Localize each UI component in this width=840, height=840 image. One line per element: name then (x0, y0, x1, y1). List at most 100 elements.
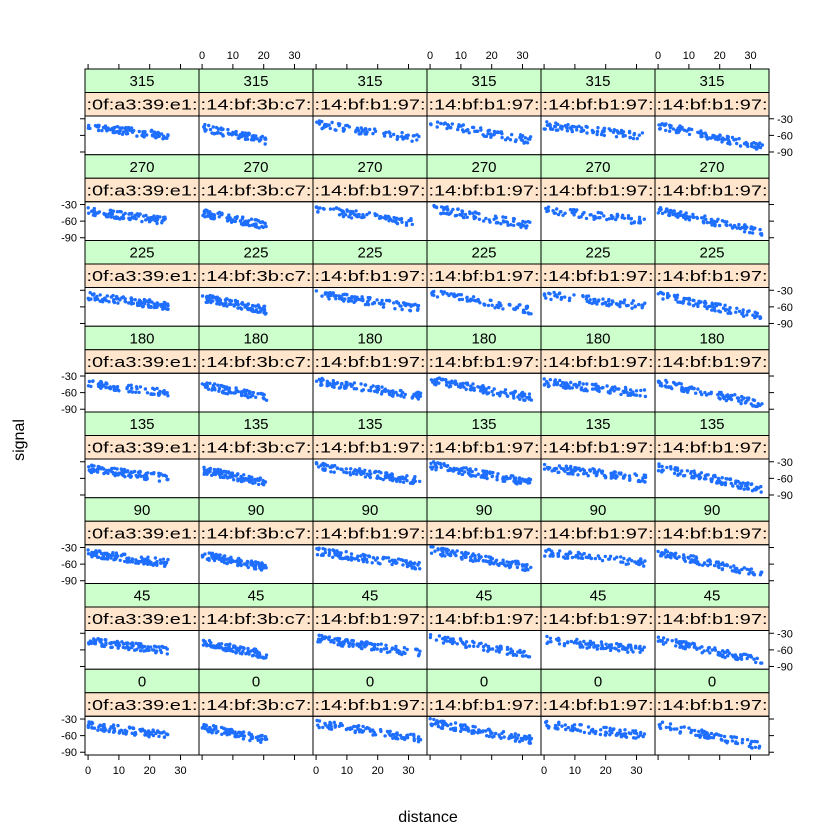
data-point (631, 729, 635, 733)
data-point (467, 644, 472, 648)
y-tick-label: -60 (61, 388, 77, 400)
data-point (599, 640, 604, 644)
data-point (433, 549, 437, 553)
strip-angle-label: 90 (362, 502, 379, 519)
data-point (607, 557, 612, 561)
data-point (374, 558, 378, 562)
data-point (638, 650, 642, 654)
data-point (637, 218, 642, 222)
strip-angle-label: 45 (590, 588, 607, 605)
data-point (522, 141, 526, 145)
data-point (376, 474, 380, 478)
strip-angle-label: 45 (362, 588, 379, 605)
data-point (615, 130, 620, 134)
data-point (134, 390, 138, 394)
data-point (325, 291, 330, 295)
data-point (498, 392, 502, 397)
data-point (582, 472, 586, 476)
data-point (503, 388, 508, 392)
data-point (581, 212, 585, 216)
data-point (392, 215, 396, 220)
panel: 270:14:bf:b1:97: (426, 154, 542, 241)
data-point (471, 474, 475, 478)
data-point (331, 379, 335, 383)
data-point (138, 649, 143, 653)
data-point (401, 558, 405, 563)
data-point (729, 735, 733, 739)
data-point (661, 636, 666, 640)
data-point (482, 475, 487, 480)
data-point (225, 476, 230, 480)
data-point (742, 141, 747, 146)
data-point (365, 643, 369, 647)
strip-mac-label: :14:bf:b1:97: (315, 97, 426, 114)
data-point (88, 291, 92, 295)
data-point (682, 213, 687, 217)
data-point (373, 642, 377, 647)
data-point (406, 733, 410, 737)
x-tick-label: 10 (227, 50, 239, 62)
data-point (319, 379, 324, 383)
data-point (735, 566, 739, 571)
data-point (465, 552, 469, 556)
data-point (237, 136, 241, 140)
data-point (134, 558, 138, 562)
data-point (473, 210, 477, 214)
data-point (598, 556, 602, 561)
strip-angle-label: 225 (243, 245, 268, 262)
y-tick-label: -60 (777, 645, 793, 657)
data-point (709, 391, 713, 396)
data-point (457, 470, 461, 474)
data-point (220, 646, 224, 650)
data-point (162, 564, 167, 568)
data-point (698, 300, 702, 305)
data-point (406, 561, 410, 565)
data-point (592, 217, 596, 221)
data-point (701, 219, 705, 224)
data-point (664, 548, 668, 552)
data-point (626, 303, 630, 308)
data-point (608, 128, 613, 133)
data-point (735, 141, 739, 146)
data-point (626, 643, 631, 648)
data-point (155, 217, 160, 222)
data-point (116, 723, 120, 728)
data-point (577, 124, 581, 128)
data-point (100, 128, 104, 133)
data-point (207, 297, 212, 301)
data-point (640, 648, 645, 652)
data-point (254, 395, 258, 399)
data-point (256, 738, 260, 742)
data-point (328, 465, 332, 469)
data-point (314, 289, 319, 293)
data-point (348, 212, 353, 216)
data-point (482, 648, 486, 652)
data-point (729, 311, 733, 315)
data-point (726, 138, 730, 142)
data-point (683, 387, 688, 391)
data-point (682, 725, 686, 729)
data-point (339, 551, 343, 555)
data-point (529, 565, 533, 570)
data-point (430, 290, 435, 294)
data-point (352, 724, 356, 729)
data-point (363, 132, 367, 136)
data-point (201, 643, 206, 647)
data-point (665, 465, 669, 470)
data-point (376, 384, 380, 389)
data-point (497, 649, 501, 653)
data-point (439, 289, 443, 294)
data-point (234, 650, 238, 655)
strip-mac-label: :14:bf:b1:97: (657, 697, 768, 714)
data-point (542, 383, 547, 387)
data-point (209, 644, 213, 648)
data-point (96, 555, 101, 559)
data-point (344, 467, 348, 471)
data-point (137, 643, 142, 648)
data-point (623, 385, 628, 390)
data-point (486, 391, 491, 395)
data-point (674, 644, 678, 648)
data-point (668, 722, 673, 726)
data-point (465, 381, 470, 385)
data-point (436, 377, 440, 381)
